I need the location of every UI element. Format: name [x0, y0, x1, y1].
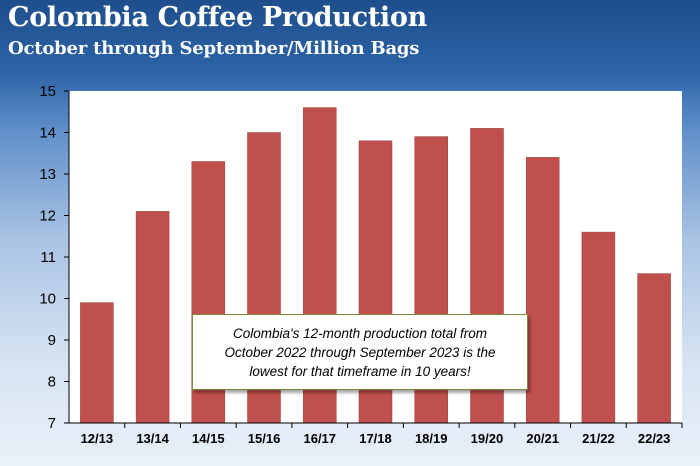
y-tick-label: 10 [39, 291, 56, 308]
y-tick-label: 14 [39, 125, 56, 142]
callout-line-2: October 2022 through September 2023 is t… [224, 344, 496, 360]
x-tick-label: 16/17 [303, 431, 336, 446]
x-tick-label: 21/22 [582, 431, 615, 446]
bar-13-14 [135, 211, 170, 424]
x-tick-label: 12/13 [81, 431, 114, 446]
x-tick-label: 17/18 [359, 431, 392, 446]
y-tick-label: 12 [39, 208, 56, 225]
bar-22-23 [637, 273, 671, 424]
annotation-callout: Colombia's 12-month production total fro… [192, 314, 528, 390]
y-tick-label: 9 [48, 332, 56, 349]
x-tick-label: 15/16 [248, 431, 281, 446]
y-tick-label: 7 [48, 415, 56, 432]
callout-line-3: lowest for that timeframe in 10 years! [249, 363, 471, 379]
bar-21-22 [581, 231, 616, 424]
bar-12-13 [80, 302, 114, 424]
callout-line-1: Colombia's 12-month production total fro… [233, 325, 487, 341]
x-tick-label: 18/19 [415, 431, 448, 446]
y-tick-label: 11 [40, 249, 56, 266]
x-tick-label: 13/14 [136, 431, 169, 446]
y-axis-ticks: 7 8 9 10 11 12 13 14 15 [39, 83, 69, 432]
chart-header: Colombia Coffee Production October throu… [0, 0, 700, 72]
chart-subtitle: October through September/Million Bags [8, 38, 420, 59]
y-tick-label: 15 [39, 83, 56, 100]
x-tick-label: 20/21 [526, 431, 559, 446]
chart-title: Colombia Coffee Production [8, 2, 427, 33]
y-tick-label: 13 [39, 166, 56, 183]
x-tick-label: 22/23 [638, 431, 671, 446]
x-tick-label: 14/15 [192, 431, 225, 446]
x-axis-labels: 12/13 13/14 14/15 15/16 16/17 17/18 18/19 19/20… [81, 423, 683, 446]
y-tick-label: 8 [48, 374, 56, 391]
x-tick-label: 19/20 [471, 431, 504, 446]
bar-20-21 [525, 157, 560, 424]
